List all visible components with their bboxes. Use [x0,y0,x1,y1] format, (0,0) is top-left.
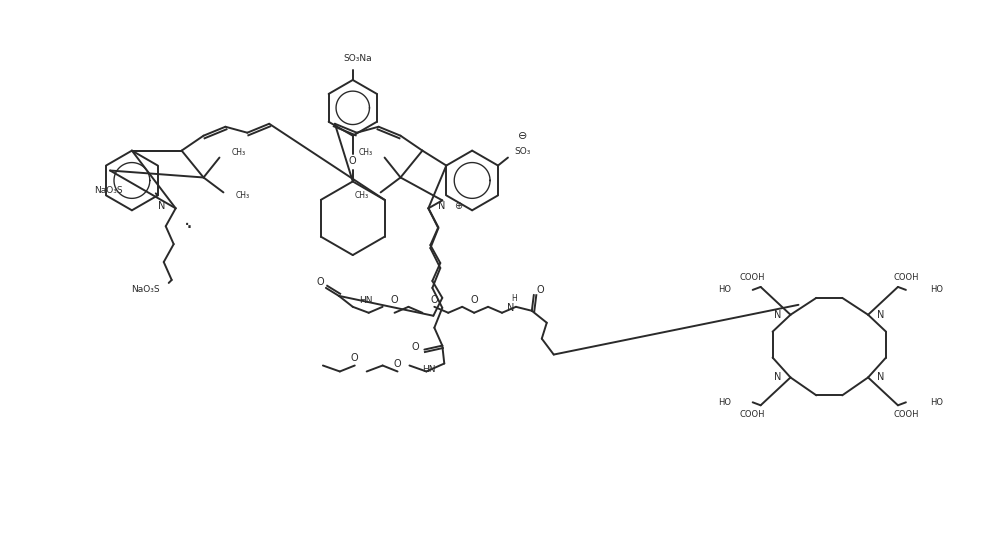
Text: COOH: COOH [893,410,919,418]
Text: HO: HO [718,286,731,294]
Text: HN: HN [359,296,372,305]
Text: HO: HO [718,398,731,407]
Text: N: N [158,201,166,211]
Text: CH₃: CH₃ [359,148,373,157]
Text: H: H [511,294,517,303]
Text: SO₃Na: SO₃Na [343,53,372,63]
Text: HO: HO [930,286,943,294]
Text: O: O [351,353,359,362]
Text: N: N [774,310,782,320]
Text: N: N [877,310,884,320]
Text: O: O [412,342,419,352]
Text: N: N [438,201,446,211]
Text: O: O [394,359,401,368]
Text: COOH: COOH [740,410,765,418]
Text: N: N [507,303,515,313]
Text: N: N [774,373,782,382]
Text: ⊕: ⊕ [454,201,462,211]
Text: O: O [391,295,398,305]
Text: HO: HO [930,398,943,407]
Text: ⊖: ⊖ [518,131,528,141]
Text: O: O [470,295,478,305]
Text: NaO₃S: NaO₃S [131,286,160,294]
Text: SO₃: SO₃ [515,147,531,156]
Text: N: N [877,373,884,382]
Text: NaO₃S: NaO₃S [94,186,123,195]
Text: HN: HN [422,365,435,374]
Text: O: O [431,295,438,305]
Text: ·: · [183,216,190,235]
Text: ·: · [186,218,193,238]
Text: O: O [316,277,324,287]
Text: CH₃: CH₃ [231,148,246,157]
Text: CH₃: CH₃ [235,191,249,200]
Text: CH₃: CH₃ [355,191,369,200]
Text: COOH: COOH [893,273,919,282]
Text: COOH: COOH [740,273,765,282]
Text: O: O [349,156,357,166]
Text: O: O [537,285,545,295]
